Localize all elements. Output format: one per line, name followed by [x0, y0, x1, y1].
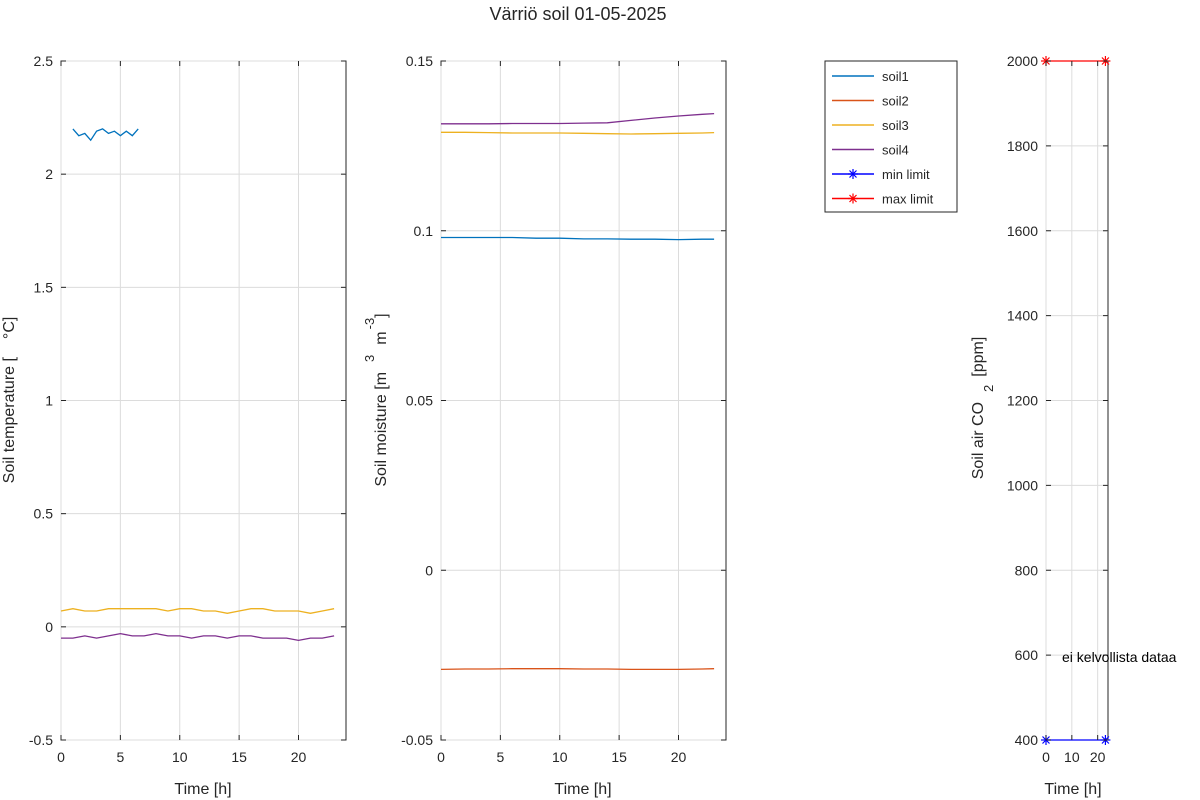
star-stroke — [849, 194, 857, 203]
co2-xtick-label: 20 — [1090, 749, 1106, 765]
legend-entry-soil2: soil2 — [832, 94, 909, 109]
temperature-ytick-label: 1 — [45, 393, 53, 409]
legend-label: soil2 — [882, 94, 909, 109]
moisture-series-soil1 — [441, 236, 715, 241]
legend-label: max limit — [882, 192, 934, 207]
temperature-xtick-label: 15 — [231, 749, 247, 765]
temperature-axes: 0 5 10 15 20-0.500.511.522.5 Time [h] Soil t… — [1, 53, 347, 798]
co2-ytick-label: 600 — [1015, 647, 1039, 663]
co2-ticks: 0 10 20 400 600 800 1000 1200 1400 1600 1800 2000 — [1007, 53, 1108, 765]
temperature-ytick-label: -0.5 — [29, 732, 53, 748]
legend-label: soil4 — [882, 143, 909, 158]
co2-no-data-annotation: ei kelvollista dataa — [1062, 649, 1177, 665]
moisture-xtick-label: 15 — [611, 749, 627, 765]
moisture-ylabel-main: Soil moisture [m — [373, 372, 390, 487]
co2-xtick-label: 10 — [1064, 749, 1080, 765]
temperature-xtick-label: 0 — [57, 749, 65, 765]
co2-ytick-label: 1400 — [1007, 308, 1038, 324]
co2-ytick-label: 400 — [1015, 732, 1039, 748]
temperature-ylabel-unit: °C] — [1, 317, 18, 339]
co2-ytick-label: 1200 — [1007, 393, 1038, 409]
temperature-ticks: 0 5 10 15 20-0.500.511.522.5 — [29, 53, 346, 765]
legend-entry-soil4: soil4 — [832, 143, 909, 158]
legend-entry-min-limit: min limit — [832, 167, 930, 182]
temperature-xtick-label: 10 — [172, 749, 188, 765]
legend-box — [824, 60, 958, 213]
moisture-ylabel-mid: m — [373, 331, 390, 344]
moisture-ytick-label: 0.05 — [406, 393, 433, 409]
star-stroke — [849, 170, 857, 178]
co2-axes: 0 10 20 400 600 800 1000 1200 1400 1600 1800 2000 T… — [970, 53, 1177, 798]
temperature-ytick-label: 0.5 — [34, 506, 54, 522]
legend-entries: soil1 soil2 soil3 soil4 min limit max limit — [832, 69, 934, 207]
temperature-xtick-label: 5 — [116, 749, 124, 765]
moisture-ytick-label: 0.1 — [414, 223, 434, 239]
moisture-series-soil3 — [441, 131, 715, 135]
moisture-ylabel-end: ] — [373, 313, 390, 317]
temperature-ytick-label: 0 — [45, 619, 53, 635]
moisture-xtick-label: 0 — [437, 749, 445, 765]
temperature-ylabel: Soil temperature [ °C] — [1, 317, 18, 484]
legend-entry-soil3: soil3 — [832, 118, 909, 133]
co2-ylabel: Soil air CO 2 [ppm] — [970, 337, 996, 480]
moisture-ytick-label: 0 — [425, 562, 433, 578]
legend-label: soil3 — [882, 118, 909, 133]
moisture-series-soil4 — [441, 112, 715, 125]
legend-marker — [848, 193, 858, 204]
temperature-series — [60, 128, 335, 642]
temperature-series-soil4 — [61, 632, 335, 642]
temperature-series-soil3 — [60, 608, 335, 614]
co2-ytick-label: 1800 — [1007, 138, 1038, 154]
legend-entry-soil1: soil1 — [832, 69, 909, 84]
moisture-ylabel: Soil moisture [m 3 m-3] — [362, 313, 390, 486]
co2-xlabel: Time [h] — [1044, 781, 1101, 798]
temperature-ytick-label: 2.5 — [34, 53, 54, 69]
co2-ylabel-end: [ppm] — [970, 337, 987, 377]
moisture-ylabel-sup1: 3 — [362, 355, 377, 362]
co2-ylabel-sub: 2 — [981, 385, 996, 392]
moisture-series — [440, 112, 715, 671]
co2-ytick-label: 800 — [1015, 562, 1039, 578]
moisture-ytick-label: 0.15 — [406, 53, 433, 69]
moisture-xtick-label: 10 — [552, 749, 568, 765]
legend-label: min limit — [882, 167, 930, 182]
co2-ytick-label: 2000 — [1007, 53, 1038, 69]
temperature-ytick-label: 1.5 — [34, 279, 54, 295]
temperature-series-soil1 — [72, 128, 139, 142]
moisture-ytick-label: -0.05 — [401, 732, 433, 748]
moisture-xtick-label: 20 — [671, 749, 687, 765]
temperature-ytick-label: 2 — [45, 166, 53, 182]
moisture-xtick-label: 5 — [496, 749, 504, 765]
temperature-xlabel: Time [h] — [174, 781, 231, 798]
temperature-ylabel-main: Soil temperature [ — [1, 357, 18, 484]
figure-title: Värriö soil 01-05-2025 — [489, 4, 666, 24]
moisture-grid — [440, 60, 726, 741]
moisture-ylabel-sup2: -3 — [362, 318, 377, 330]
co2-ytick-label: 1600 — [1007, 223, 1038, 239]
moisture-xlabel: Time [h] — [554, 781, 611, 798]
legend-label: soil1 — [882, 69, 909, 84]
legend-marker — [848, 169, 858, 179]
legend: soil1 soil2 soil3 soil4 min limit max limit — [824, 60, 958, 213]
temperature-xtick-label: 20 — [291, 749, 307, 765]
legend-entry-max-limit: max limit — [832, 192, 934, 207]
co2-ytick-label: 1000 — [1007, 477, 1038, 493]
co2-xtick-label: 0 — [1042, 749, 1050, 765]
moisture-series-soil2 — [440, 668, 715, 671]
co2-ylabel-main: Soil air CO — [970, 402, 987, 479]
